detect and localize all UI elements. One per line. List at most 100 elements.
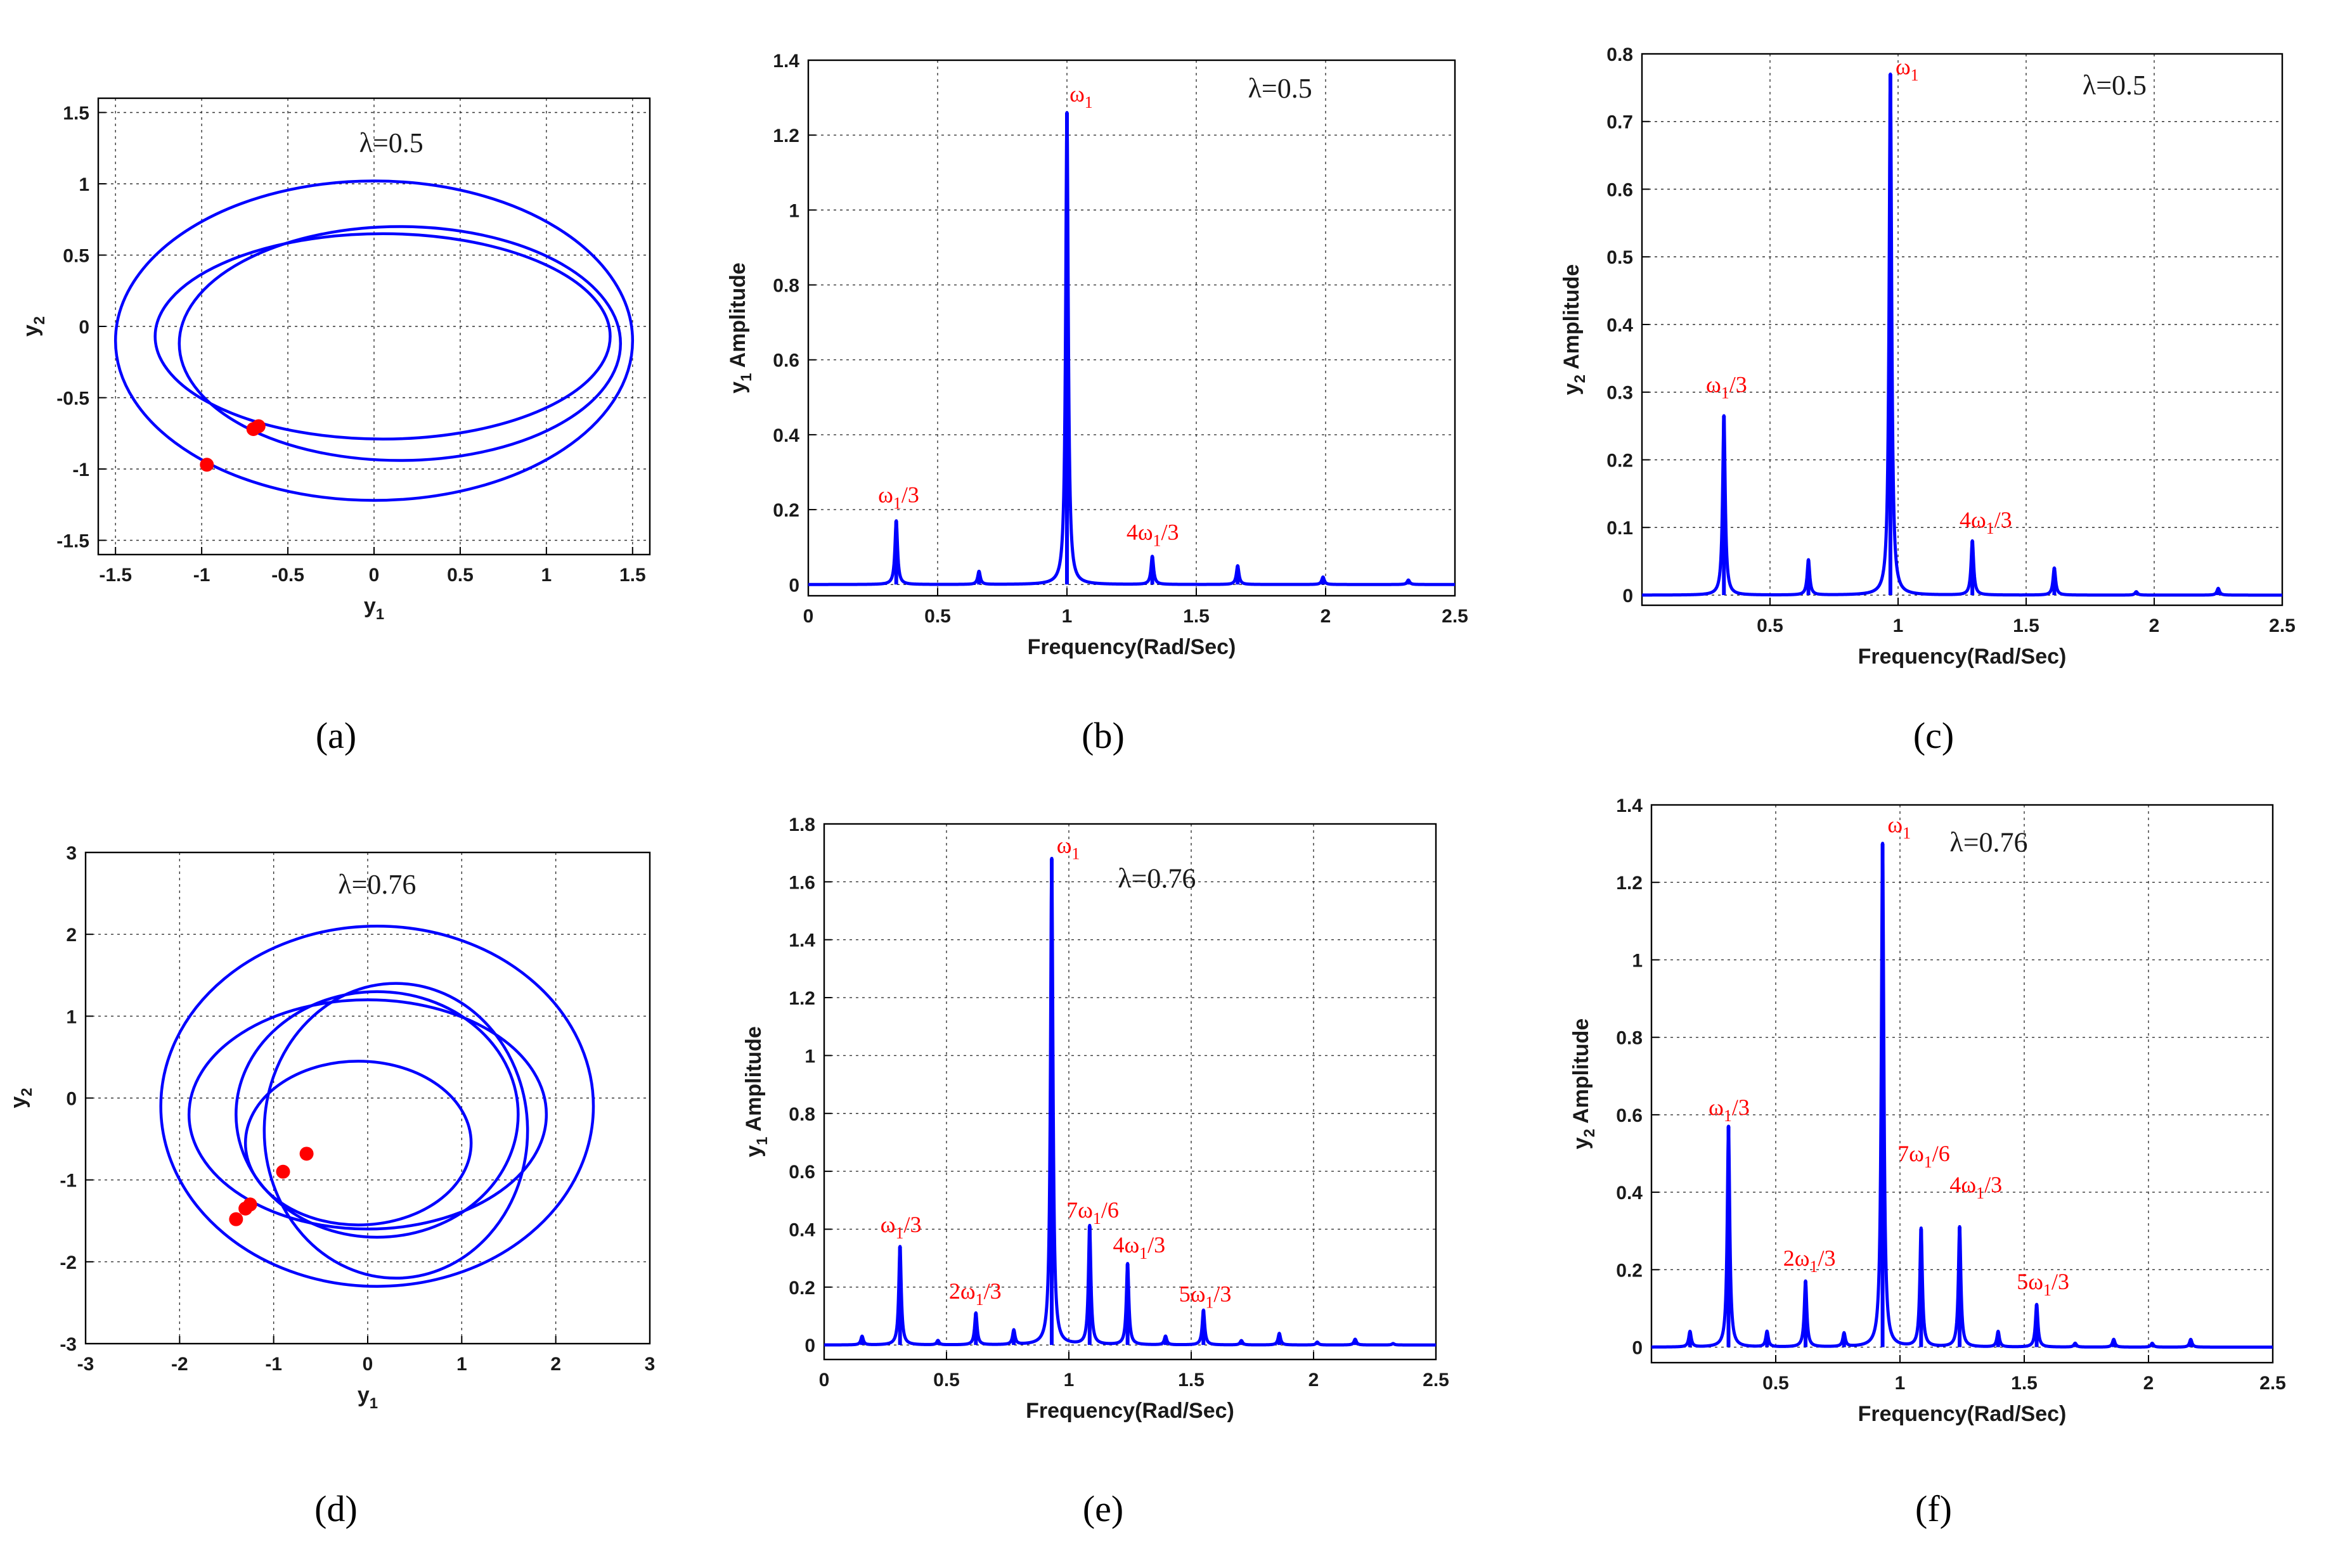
x-tick-label: 2 [1308, 1370, 1319, 1391]
y-tick-label: -1 [72, 459, 89, 480]
poincare-point [299, 1147, 314, 1161]
x-axis-label-text: y [358, 1383, 370, 1407]
y-tick-label: 0.2 [1616, 1260, 1643, 1281]
y-axis-label: y1 Amplitude [726, 262, 755, 394]
annotation-main: 2ω [1783, 1245, 1810, 1271]
peak-annotation: 4ω1/3 [1113, 1232, 1165, 1263]
annotation-sub: 1 [1986, 519, 1994, 537]
y-tick-label: 0.1 [1606, 518, 1633, 539]
x-tick-label: 1 [1064, 1370, 1075, 1391]
plot-data [1651, 842, 2273, 1349]
x-tick-label: 0.5 [933, 1370, 960, 1391]
x-tick-label: 2.5 [1442, 606, 1468, 627]
x-tick-label: -3 [77, 1354, 94, 1375]
y-axis-label-text: y [1560, 383, 1584, 395]
y-axis-label-rest: Amplitude [1569, 1019, 1593, 1129]
x-tick-label: 0.5 [1762, 1373, 1789, 1394]
plot-data [113, 179, 635, 502]
orbit-curve [153, 232, 612, 440]
y-tick-label: -1 [60, 1171, 77, 1192]
x-axis-label: y1 [358, 1383, 378, 1412]
y-tick-label: 0.8 [1616, 1028, 1643, 1049]
x-tick-label: 0 [369, 565, 380, 586]
peak-annotation: ω1 [1069, 81, 1093, 112]
panel-label: (f) [1915, 1488, 1952, 1529]
y-tick-label: -3 [60, 1334, 77, 1355]
orbit-curve [159, 925, 595, 1288]
y-tick-label: 0.2 [789, 1278, 815, 1299]
y-tick-label: 0.2 [1606, 450, 1633, 471]
peak-annotation: 4ω1/3 [1127, 519, 1179, 549]
peak-annotation: 7ω1/6 [1066, 1197, 1119, 1228]
plot-data [159, 925, 595, 1288]
annotation-sub: 1 [893, 494, 901, 512]
x-tick-label: 1 [456, 1354, 467, 1375]
chart-a: -1.5 -1 -0.5 0 0.5 1 1.5-1.5-1-0.500.511.5y1y2… [19, 97, 651, 756]
y-tick-label: 0.6 [789, 1162, 815, 1183]
x-tick-label: -1 [265, 1354, 282, 1375]
annotation-sub: 1 [1153, 531, 1161, 549]
x-tick-label: 1 [541, 565, 552, 586]
annotation-sub: 1 [1809, 1257, 1818, 1276]
annotation-rest: /3 [984, 1278, 1002, 1304]
annotation-main: 4ω [1113, 1232, 1139, 1257]
peak-annotation: 5ω1/3 [1179, 1282, 1232, 1312]
y-tick-label: 0.5 [63, 246, 89, 267]
y-axis-label-text: y [19, 325, 43, 337]
axes-frame [1641, 53, 2284, 607]
x-tick-label: 1.5 [619, 565, 646, 586]
annotation-rest: /3 [1147, 1232, 1165, 1257]
plot-data [824, 856, 1436, 1347]
x-tick-label: -1 [193, 565, 210, 586]
plot-data [1642, 72, 2282, 597]
peak-annotation: 2ω1/3 [1783, 1245, 1836, 1276]
y-tick-label: 0 [66, 1089, 77, 1110]
peak-annotation: ω1 [1887, 812, 1911, 842]
y-axis-label-rest: Amplitude [742, 1026, 766, 1136]
annotation-rest: /3 [1984, 1172, 2002, 1197]
x-axis-label: Frequency(Rad/Sec) [1028, 635, 1236, 659]
annotation-main: ω [878, 482, 893, 507]
chart-e: 0 0.5 1 1.5 2 2.5 0 0.2 0.4 0.6 0.8 1 1.2 1.4 1.6 1.8 Fr… [742, 814, 1449, 1529]
y-tick-label: 3 [66, 843, 77, 864]
y-tick-label: 1.2 [789, 988, 815, 1009]
peak-annotation: ω1 [1057, 833, 1080, 863]
peak-annotation: 2ω1/3 [949, 1278, 1002, 1309]
x-tick-label: 0 [803, 606, 814, 627]
x-tick-label: -0.5 [271, 565, 304, 586]
y-tick-label: 0.3 [1606, 383, 1633, 404]
axes-frame [1650, 804, 2274, 1364]
annotation-sub: 1 [1724, 1107, 1732, 1125]
x-tick-label: 2.5 [2259, 1373, 2286, 1394]
x-axis-label: Frequency(Rad/Sec) [1858, 645, 2067, 669]
y-tick-label: 1.4 [1616, 795, 1643, 816]
y-axis-label: y2 Amplitude [1569, 1019, 1598, 1150]
y-tick-label: 2 [66, 925, 77, 946]
panel-label: (e) [1083, 1488, 1123, 1529]
y-tick-label: -1.5 [56, 531, 89, 552]
y-tick-label: 0 [1622, 586, 1633, 607]
y-tick-label: 1.2 [1616, 873, 1643, 894]
annotation-main: 5ω [1179, 1282, 1206, 1307]
annotation-sub: 1 [2043, 1281, 2051, 1299]
annotation-rest: /3 [1729, 372, 1747, 397]
annotation-main: ω [1706, 372, 1721, 397]
spectrum-line [808, 111, 1455, 586]
y-axis-label-sub: 1 [738, 373, 755, 382]
x-axis-label-text: Frequency(Rad/Sec) [1028, 635, 1236, 659]
y-tick-label: 0.8 [773, 276, 799, 297]
annotation-main: 4ω [1127, 519, 1153, 544]
y-axis-label-sub: 2 [31, 316, 48, 325]
lambda-title: λ=0.5 [359, 127, 423, 158]
annotation-main: ω [881, 1212, 896, 1237]
y-axis-label: y1 Amplitude [742, 1026, 771, 1157]
y-axis-label-rest: Amplitude [726, 262, 750, 373]
y-axis-label: y2 Amplitude [1560, 264, 1589, 395]
y-tick-label: 0.2 [773, 500, 799, 521]
annotation-rest: /3 [1732, 1095, 1750, 1120]
annotation-main: ω [1896, 54, 1911, 79]
y-axis-label-sub: 2 [1581, 1129, 1598, 1137]
annotation-main: 2ω [949, 1278, 976, 1304]
plot-data [808, 111, 1455, 586]
y-tick-label: 1.2 [773, 125, 799, 146]
